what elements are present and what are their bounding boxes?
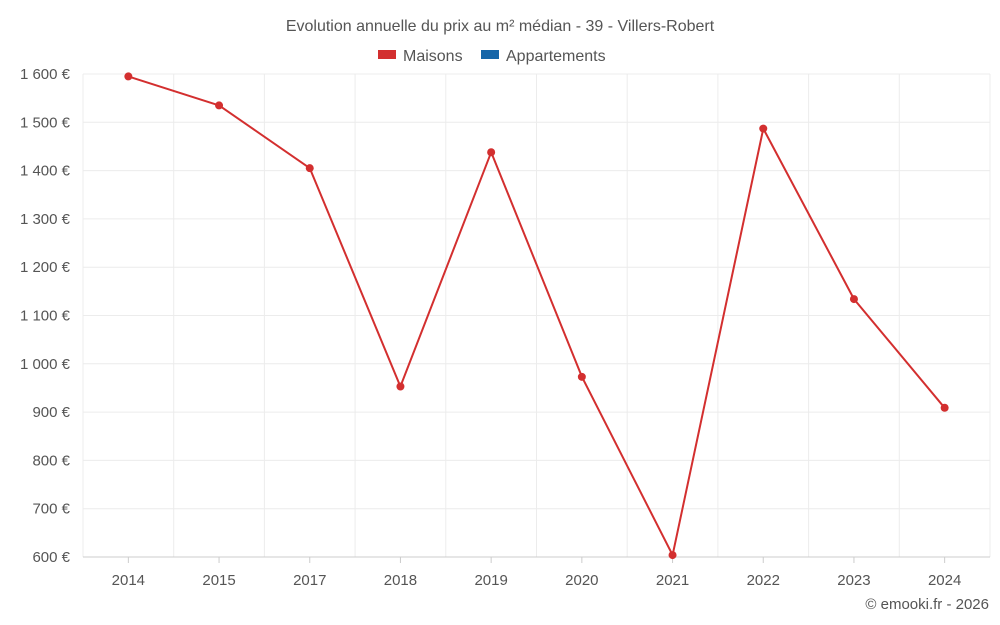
x-axis-tick-labels: 2014 2015 2017 2018 2019 2020 2021 2022 2023 2024 bbox=[112, 572, 962, 589]
x-tick-label: 2024 bbox=[928, 572, 961, 589]
grid bbox=[82, 73, 991, 558]
y-tick-label: 1 500 € bbox=[20, 114, 71, 131]
y-tick-label: 1 400 € bbox=[20, 163, 71, 180]
data-point[interactable] bbox=[577, 372, 586, 381]
data-point[interactable] bbox=[215, 101, 224, 110]
data-point[interactable] bbox=[487, 148, 496, 157]
series-maisons bbox=[124, 72, 949, 560]
x-tick-label: 2021 bbox=[656, 572, 689, 589]
credit-text: © emooki.fr - 2026 bbox=[865, 596, 989, 613]
legend-swatch-appartements bbox=[481, 50, 499, 59]
x-tick-label: 2019 bbox=[474, 572, 507, 589]
x-tick-label: 2020 bbox=[565, 572, 598, 589]
data-point[interactable] bbox=[668, 551, 677, 560]
x-tick-label: 2018 bbox=[384, 572, 417, 589]
axes bbox=[83, 556, 990, 563]
legend: Maisons Appartements bbox=[378, 48, 606, 65]
data-point[interactable] bbox=[396, 382, 405, 391]
y-tick-label: 900 € bbox=[32, 404, 70, 421]
legend-label-maisons: Maisons bbox=[403, 48, 463, 65]
x-tick-label: 2014 bbox=[112, 572, 145, 589]
data-point[interactable] bbox=[305, 164, 314, 173]
y-tick-label: 700 € bbox=[32, 501, 70, 518]
x-tick-label: 2023 bbox=[837, 572, 870, 589]
data-point[interactable] bbox=[849, 295, 858, 304]
legend-swatch-maisons bbox=[378, 50, 396, 59]
legend-item-maisons[interactable]: Maisons bbox=[378, 48, 463, 65]
x-tick-label: 2015 bbox=[202, 572, 235, 589]
legend-label-appartements: Appartements bbox=[506, 48, 606, 65]
y-axis-tick-labels: 600 € 700 € 800 € 900 € 1 000 € 1 100 € 1 200 … bbox=[20, 66, 71, 566]
data-point[interactable] bbox=[940, 403, 949, 412]
series-line bbox=[127, 75, 946, 557]
y-tick-label: 1 000 € bbox=[20, 356, 71, 373]
y-tick-label: 1 600 € bbox=[20, 66, 71, 83]
data-point[interactable] bbox=[124, 72, 133, 81]
x-tick-label: 2022 bbox=[747, 572, 780, 589]
y-tick-label: 1 100 € bbox=[20, 308, 71, 325]
chart-title: Evolution annuelle du prix au m² médian … bbox=[286, 18, 715, 35]
y-tick-label: 600 € bbox=[32, 549, 70, 566]
y-tick-label: 800 € bbox=[32, 452, 70, 469]
x-tick-label: 2017 bbox=[293, 572, 326, 589]
y-tick-label: 1 200 € bbox=[20, 259, 71, 276]
data-point[interactable] bbox=[759, 124, 768, 133]
legend-item-appartements[interactable]: Appartements bbox=[481, 48, 606, 65]
y-tick-label: 1 300 € bbox=[20, 211, 71, 228]
